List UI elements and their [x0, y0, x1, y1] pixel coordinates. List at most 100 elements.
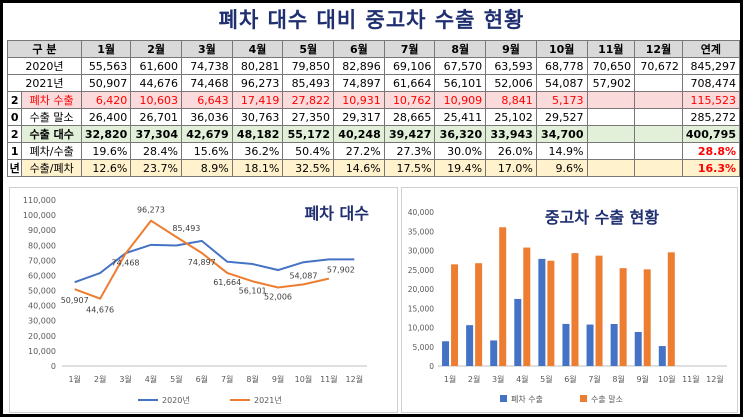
table-cell: 34,700 — [535, 125, 588, 143]
y-tick-label: 60,000 — [28, 271, 56, 280]
table-cell: 39,427 — [383, 125, 436, 143]
x-tick-label: 3월 — [492, 374, 504, 384]
data-label: 50,907 — [61, 296, 89, 305]
x-tick-label: 6월 — [564, 374, 576, 384]
bar-scrap-export — [634, 331, 642, 366]
table-cell: 96,273 — [231, 74, 284, 92]
x-tick-label: 11월 — [682, 374, 700, 384]
year-side-label: 2 — [6, 91, 23, 109]
legend-swatch — [580, 395, 587, 402]
data-label: 74,468 — [112, 259, 140, 268]
report-frame: 폐차 대수 대비 중고차 수출 현황 구 분 1월 2월 3월 4월 5월 6월… — [3, 3, 741, 414]
table-cell: 19.4% — [434, 159, 487, 177]
table-cell — [586, 108, 636, 126]
x-tick-label: 7월 — [221, 374, 233, 384]
scrap-line-svg: 0 10,000 20,000 30,000 40,000 50,000 60,000 70,… — [23, 196, 367, 405]
data-label: 74,897 — [188, 258, 216, 267]
y-tick-label: 10,000 — [408, 324, 434, 333]
table-header-cell: 11월 — [586, 40, 636, 58]
table-cell: 6,420 — [80, 91, 132, 109]
row-label: 2021년 — [7, 74, 82, 92]
table-cell: 8.9% — [181, 159, 233, 177]
table-header-cell: 4월 — [231, 40, 284, 58]
table-cell: 115,523 — [681, 91, 741, 109]
bar-scrap-export — [442, 341, 450, 366]
bar-scrap-export — [514, 298, 522, 366]
table-header-cell: 7월 — [383, 40, 436, 58]
table-cell — [634, 142, 683, 160]
export-status-chart: 중고차 수출 현황 0 5,000 10,000 15,000 20,000 25,000… — [401, 187, 738, 413]
table-cell: 48,182 — [231, 125, 284, 143]
x-tick-label: 8월 — [612, 374, 624, 384]
table-cell: 10,909 — [434, 91, 487, 109]
table-row: 2 폐차 수출 6,420 10,603 6,643 17,419 27,822 10,931… — [6, 91, 741, 109]
table-cell: 79,850 — [282, 57, 335, 75]
table-cell: 37,304 — [130, 125, 182, 143]
table-cell: 26,701 — [130, 108, 182, 126]
table-header-cell: 8월 — [434, 40, 487, 58]
table-cell: 36,036 — [181, 108, 233, 126]
y-tick-label: 20,000 — [408, 285, 434, 294]
table-cell: 52,006 — [485, 74, 537, 92]
x-tick-label: 1월 — [68, 374, 80, 384]
table-cell: 27,350 — [282, 108, 335, 126]
table-cell: 36,320 — [434, 125, 487, 143]
data-label: 96,273 — [137, 206, 165, 215]
y-tick-label: 110,000 — [23, 196, 56, 205]
bar-scrap-export — [538, 258, 546, 366]
row-label: 2020년 — [7, 57, 82, 75]
table-header-cell: 5월 — [282, 40, 335, 58]
table-cell: 17,419 — [231, 91, 284, 109]
x-tick-label: 12월 — [346, 374, 364, 384]
table-cell: 14.6% — [333, 159, 385, 177]
table-cell: 19.6% — [80, 142, 132, 160]
x-tick-label: 6월 — [196, 374, 208, 384]
table-cell: 70,650 — [586, 57, 636, 75]
table-cell: 28.4% — [130, 142, 182, 160]
table-cell: 74,897 — [333, 74, 385, 92]
table-cell: 26,400 — [80, 108, 132, 126]
x-tick-label: 9월 — [272, 374, 284, 384]
table-cell: 29,317 — [333, 108, 385, 126]
table-cell: 68,778 — [535, 57, 588, 75]
table-cell: 28,665 — [383, 108, 436, 126]
series-line-1 — [74, 239, 355, 284]
table-row: 년 수출/폐차 12.6% 23.7% 8.9% 18.1% 32.5% 14.6% 17.5%… — [6, 159, 741, 177]
bar-scrap-export — [562, 323, 570, 366]
table-cell: 63,593 — [485, 57, 537, 75]
y-tick-label: 0 — [51, 362, 56, 371]
bar-export-cancel — [571, 253, 579, 366]
table-cell: 10,603 — [130, 91, 182, 109]
table-cell: 25,102 — [485, 108, 537, 126]
x-tick-label: 5월 — [170, 374, 182, 384]
table-cell: 6,643 — [181, 91, 233, 109]
table-cell: 14.9% — [535, 142, 588, 160]
y-tick-label: 40,000 — [28, 302, 56, 311]
table-cell: 67,570 — [434, 57, 487, 75]
table-cell — [634, 74, 683, 92]
table-cell: 69,106 — [383, 57, 436, 75]
table-cell: 27.2% — [333, 142, 385, 160]
y-tick-label: 40,000 — [408, 208, 434, 217]
data-label: 52,006 — [264, 293, 292, 302]
table-row: 1 폐차/수출 19.6% 28.4% 15.6% 36.2% 50.4% 27.2% 27.3… — [6, 142, 741, 160]
table-cell: 61,600 — [130, 57, 182, 75]
table-header-cell: 연계 — [681, 40, 741, 58]
table-header-cell: 구 분 — [7, 40, 82, 58]
year-side-label: 1 — [6, 142, 23, 160]
table-header-row: 구 분 1월 2월 3월 4월 5월 6월 7월 8월 9월 10월 11월 1… — [7, 40, 741, 58]
series-line-2 — [74, 219, 330, 300]
table-cell: 10,762 — [383, 91, 436, 109]
table-cell: 16.3% — [681, 159, 741, 177]
table-header-cell: 12월 — [634, 40, 683, 58]
table-cell: 29,527 — [535, 108, 588, 126]
table-header-cell: 9월 — [485, 40, 537, 58]
table-row: 2021년 50,907 44,676 74,468 96,273 85,493 74,89… — [7, 74, 741, 92]
table-cell: 57,902 — [586, 74, 636, 92]
table-cell: 32,820 — [80, 125, 132, 143]
data-label: 56,101 — [239, 286, 267, 295]
chart-title: 폐차 대수 — [304, 204, 369, 223]
row-label: 수출 대수 — [21, 125, 82, 143]
legend-swatch — [500, 395, 507, 402]
scrap-count-chart: 폐차 대수 0 10,000 20,000 30,000 40,000 50,000 60,… — [9, 187, 398, 413]
